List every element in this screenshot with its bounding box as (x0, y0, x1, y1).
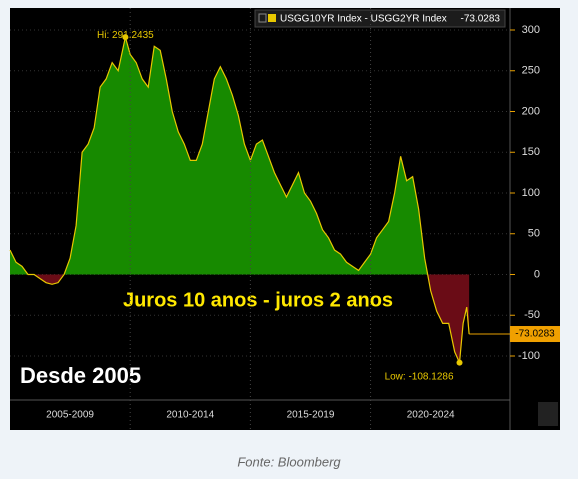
hi-label: Hi: 291.2435 (97, 30, 154, 41)
low-marker (456, 359, 463, 366)
y-tick-label: 0 (534, 268, 540, 280)
y-tick-label: 300 (522, 24, 540, 36)
plot-area (9, 29, 510, 365)
line (9, 36, 470, 365)
y-tick-label: -100 (518, 350, 540, 362)
x-tick-label: 2015-2019 (287, 410, 335, 421)
legend (254, 9, 506, 28)
y-tick-label: 200 (522, 105, 540, 117)
legend-value: -73.0283 (461, 14, 501, 25)
low-label: Low: -108.1286 (385, 371, 454, 382)
x-tick-label: 2010-2014 (166, 410, 214, 421)
legend-swatch (268, 14, 276, 22)
x-tick-label: 2005-2009 (46, 410, 94, 421)
hi-marker (122, 34, 129, 41)
y-tick-label: 50 (528, 228, 540, 240)
legend-label: USGG10YR Index - USGG2YR Index (280, 14, 447, 25)
chart-subtitle: Desde 2005 (20, 363, 141, 388)
area-positive (10, 37, 428, 275)
y-tick-label: 100 (522, 187, 540, 199)
corner-box (538, 402, 558, 426)
y-tick-label: 250 (522, 65, 540, 77)
last-value-label: -73.0283 (515, 329, 555, 340)
last-value-tag (510, 326, 560, 343)
legend-toggle (258, 13, 267, 23)
x-tick-label: 2020-2024 (407, 410, 455, 421)
source: Fonte: Bloomberg (237, 454, 341, 469)
y-tick-label: -50 (524, 309, 540, 321)
chart-title: Juros 10 anos - juros 2 anos (123, 289, 393, 311)
y-tick-label: 150 (522, 146, 540, 158)
